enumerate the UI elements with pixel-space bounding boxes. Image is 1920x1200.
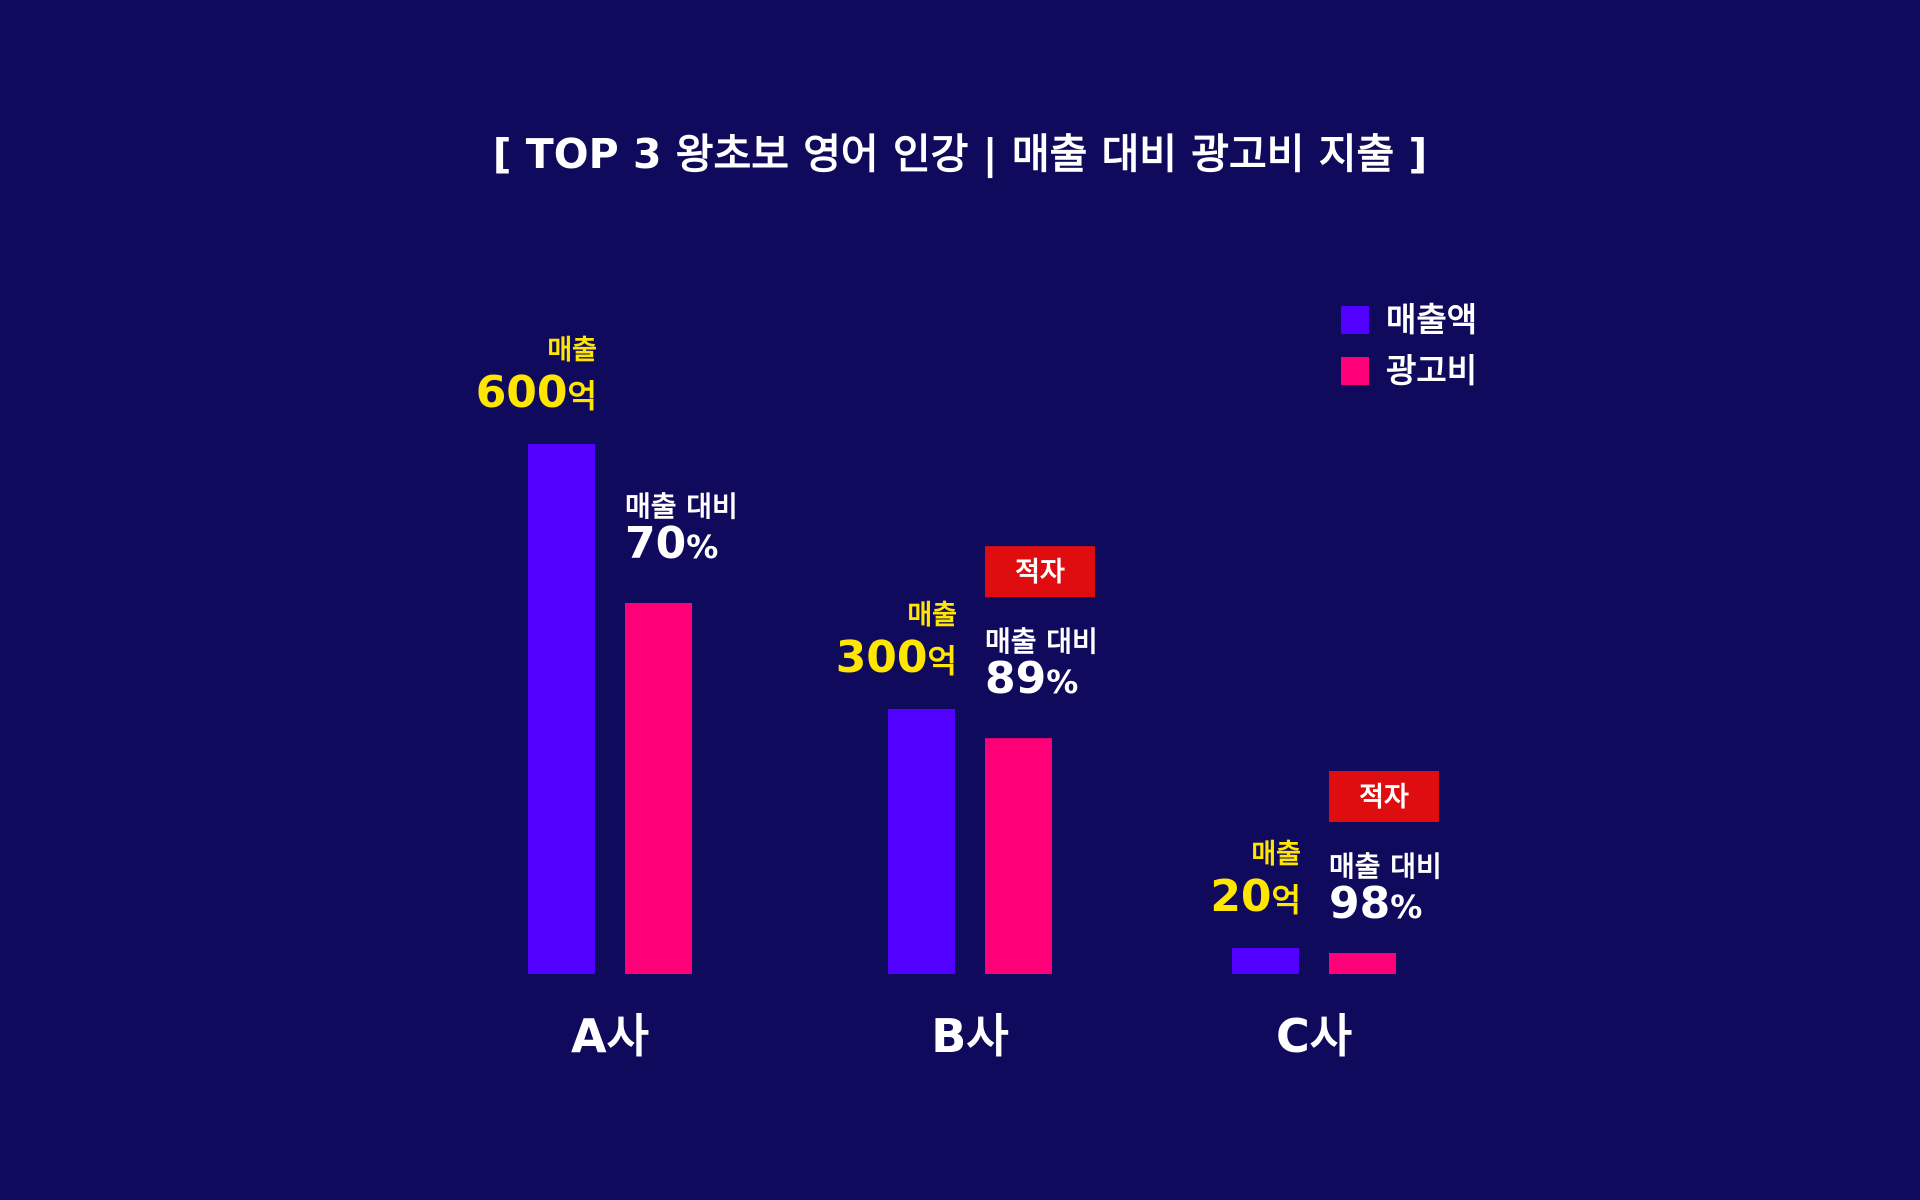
revenue-caption: 매출 — [547, 335, 597, 366]
category-label: C사 — [1276, 1009, 1352, 1063]
chart-title: [ TOP 3 왕초보 영어 인강 | 매출 대비 광고비 지출 ] — [493, 130, 1427, 179]
ratio-value: 89% — [985, 653, 1078, 704]
revenue-caption: 매출 — [1251, 839, 1301, 870]
bar-revenue — [888, 709, 955, 974]
ratio-caption: 매출 대비 — [625, 490, 738, 523]
legend-label: 광고비 — [1386, 351, 1477, 390]
category-labels: A사 B사 C사 — [571, 1009, 1352, 1063]
legend-swatch — [1341, 357, 1369, 385]
legend-swatch — [1341, 306, 1369, 334]
revenue-value: 300억 — [836, 632, 957, 683]
deficit-badge — [1329, 771, 1439, 822]
revenue-value: 20억 — [1210, 871, 1301, 922]
bar-ad-spend — [985, 738, 1052, 974]
bar-ad-spend — [625, 603, 692, 974]
ratio-value: 98% — [1329, 878, 1422, 929]
ratio-caption: 매출 대비 — [1329, 850, 1442, 883]
deficit-badge — [985, 546, 1095, 598]
revenue-value: 600억 — [476, 367, 597, 418]
bar-ad-spend — [1329, 953, 1396, 974]
ratio-value: 70% — [625, 518, 718, 569]
bar-revenue — [528, 444, 595, 974]
revenue-caption: 매출 — [907, 600, 957, 631]
category-label: B사 — [931, 1009, 1008, 1063]
deficit-badge-label: 적자 — [1359, 782, 1409, 813]
category-label: A사 — [571, 1009, 649, 1063]
deficit-badge-label: 적자 — [1015, 557, 1065, 588]
ratio-caption: 매출 대비 — [985, 625, 1098, 658]
bars — [528, 444, 1396, 974]
legend-label: 매출액 — [1386, 300, 1477, 339]
bar-revenue — [1232, 948, 1299, 974]
